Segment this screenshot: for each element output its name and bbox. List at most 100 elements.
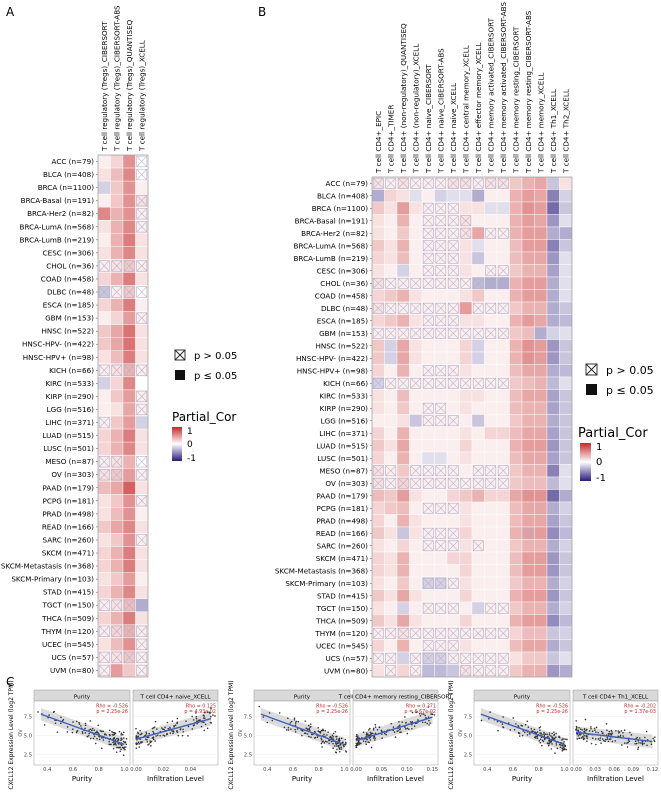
heatmap-cell [135,233,149,247]
data-point [111,733,114,736]
not-significant-mark [397,277,409,289]
data-point [591,730,594,733]
data-point [162,728,164,730]
data-point [562,746,565,748]
heatmap-cell [384,451,398,465]
heatmap-cell [471,601,485,615]
heatmap-cell [559,576,573,590]
heatmap-cell [484,251,498,265]
not-significant-mark [497,377,509,389]
row-label: ESCA (n=185) [43,301,94,310]
heatmap-cell [534,439,548,453]
data-point [289,722,292,724]
heatmap-cell [471,501,485,515]
data-point [644,736,646,739]
heatmap-cell [97,572,111,586]
heatmap-cell [396,501,410,515]
heatmap-cell [546,239,560,253]
heatmap-cell [97,220,111,234]
heatmap-cell [409,251,423,265]
data-point [404,727,407,730]
data-point [283,726,286,729]
data-point [308,728,311,731]
not-significant-mark [136,651,148,664]
heatmap-cell [384,251,398,265]
not-significant-mark [435,252,447,264]
not-significant-mark [485,652,497,664]
data-point [336,742,339,745]
data-point [558,735,560,738]
not-significant-mark [435,640,447,652]
data-point [344,750,347,752]
row-label: UCEC (n=545) [42,640,94,649]
data-point [160,727,163,729]
heatmap-cell [559,264,573,278]
not-significant-mark [497,465,509,477]
row-label: SARC (n=260) [43,535,95,544]
heatmap-cell [396,539,410,553]
data-point [547,735,549,738]
data-point [608,730,611,733]
data-point [121,738,123,740]
column-label: T cell CD4+ memory resting_CIBERSORT [511,26,520,174]
heatmap-cell [521,489,535,503]
row-label: CESC (n=306) [43,248,95,257]
row-label: READ (n=166) [316,529,368,538]
not-significant-mark [447,415,459,427]
data-point [411,711,414,714]
data-point [169,732,172,734]
column-label: T cell CD4+_EPIC [374,111,383,174]
rho-label-infiltration-1: Rho = 0.125 [186,704,216,710]
heatmap-cell [122,376,136,391]
data-point [561,747,564,750]
data-point [635,742,638,745]
heatmap-cell [384,489,398,503]
heatmap-cell [371,564,385,578]
heatmap-cell [396,489,410,503]
heatmap-cell [409,514,423,528]
heatmap-cell [471,614,485,628]
not-significant-mark [472,277,484,289]
data-point [155,735,157,737]
data-point [380,729,383,732]
heatmap-cell [396,226,410,240]
data-point [146,741,149,743]
heatmap-cell [509,551,523,565]
data-point [367,734,370,737]
heatmap-cell [471,489,485,503]
x-tick-label: 0.6 [69,767,77,773]
data-point [521,734,524,737]
heatmap-cell [122,220,136,234]
data-point [120,734,122,736]
data-point [210,715,212,718]
row-label: BRCA-LumB (n=219) [294,254,369,263]
heatmap-cell [521,589,535,603]
heatmap-cell [484,401,498,415]
data-point [329,736,331,738]
row-label: THCA (n=509) [315,616,368,625]
not-significant-mark [522,527,534,539]
data-point [112,741,114,744]
heatmap-cell [559,489,573,503]
heatmap-cell [559,251,573,265]
data-point [145,733,148,735]
heatmap-cell [409,451,423,465]
row-label: LGG (n=516) [321,416,369,425]
heatmap-cell [434,489,448,503]
heatmap-cell [434,189,448,203]
data-point [194,712,197,714]
heatmap-cell [409,189,423,203]
heatmap-cell [521,464,535,478]
data-point [138,742,141,745]
heatmap-cell [396,464,410,478]
heatmap-cell [421,389,435,403]
heatmap-cell [446,189,460,203]
data-point [368,741,370,744]
data-point [359,742,362,745]
data-point [583,734,586,737]
heatmap-cell [534,314,548,328]
row-label: STAD (n=415) [43,588,94,597]
data-point [78,723,81,725]
trend-line-infiltration-2 [355,716,433,742]
data-point [84,727,86,730]
